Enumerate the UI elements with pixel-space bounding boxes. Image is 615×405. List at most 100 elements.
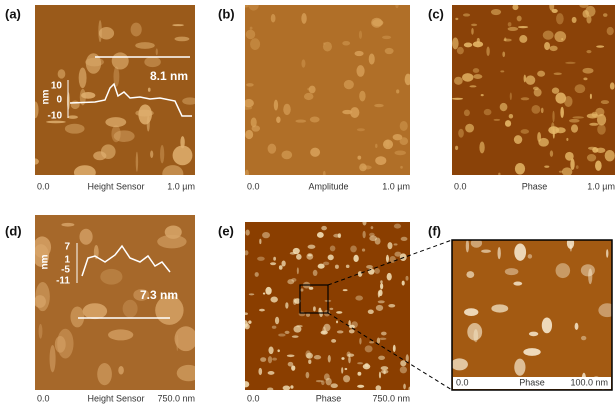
texture-blob	[354, 50, 364, 57]
texture-blob	[483, 108, 492, 116]
panel-label: (d)	[5, 223, 22, 238]
texture-blob	[359, 337, 362, 345]
texture-blob	[379, 337, 387, 341]
texture-blob	[273, 99, 279, 111]
texture-blob	[393, 243, 398, 246]
texture-blob	[551, 8, 558, 14]
texture-blob	[525, 75, 536, 85]
texture-blob	[364, 362, 369, 368]
profile-unit: nm	[40, 254, 51, 269]
texture-blob	[290, 385, 294, 389]
texture-blob	[596, 114, 607, 126]
texture-blob	[345, 264, 350, 269]
texture-blob	[291, 365, 296, 371]
texture-blob	[473, 74, 483, 79]
texture-blob	[274, 316, 280, 325]
texture-blob	[392, 344, 396, 353]
texture-blob	[377, 290, 381, 298]
texture-blob	[378, 371, 382, 379]
texture-blob	[490, 8, 502, 16]
texture-blob	[174, 36, 190, 42]
texture-blob	[73, 165, 96, 175]
texture-blob	[111, 125, 121, 143]
texture-blob	[281, 260, 286, 267]
texture-blob	[467, 323, 483, 341]
texture-blob	[321, 380, 325, 386]
texture-blob	[162, 165, 184, 175]
texture-blob	[282, 385, 291, 390]
texture-blob	[400, 360, 407, 367]
texture-blob	[182, 97, 195, 105]
texture-blob	[259, 238, 262, 245]
texture-blob	[399, 120, 408, 131]
texture-blob	[580, 335, 587, 341]
texture-blob	[250, 117, 257, 128]
texture-blob	[296, 267, 299, 275]
texture-blob	[176, 364, 195, 382]
texture-blob	[276, 116, 281, 124]
texture-blob	[405, 275, 409, 281]
texture-blob	[180, 136, 185, 149]
texture-blob	[568, 118, 580, 123]
texture-blob	[380, 331, 387, 336]
texture-blob	[172, 24, 184, 27]
texture-blob	[570, 158, 575, 171]
texture-blob	[336, 311, 343, 314]
texture-blob	[344, 367, 348, 371]
texture-blob	[358, 30, 363, 39]
texture-blob	[370, 226, 374, 230]
scale-start: 0.0	[247, 393, 260, 403]
texture-blob	[251, 125, 261, 132]
texture-blob	[513, 281, 523, 286]
texture-blob	[100, 268, 123, 285]
texture-blob	[331, 339, 337, 343]
texture-blob	[362, 230, 366, 239]
texture-blob	[250, 38, 261, 50]
texture-blob	[499, 102, 508, 112]
texture-blob	[458, 128, 464, 138]
texture-blob	[359, 90, 366, 102]
panel-label: (a)	[5, 6, 21, 21]
texture-blob	[287, 279, 295, 285]
texture-blob	[597, 124, 606, 135]
texture-blob	[144, 56, 161, 68]
texture-blob	[295, 119, 307, 123]
texture-blob	[523, 348, 541, 356]
texture-blob	[375, 143, 378, 149]
texture-blob	[464, 308, 479, 317]
afm-image	[452, 5, 615, 175]
texture-blob	[556, 13, 564, 25]
texture-blob	[514, 162, 526, 175]
channel-label: Height Sensor	[87, 181, 144, 191]
texture-blob	[321, 225, 327, 231]
texture-blob	[248, 293, 255, 296]
texture-blob	[334, 264, 339, 269]
texture-blob	[549, 150, 554, 157]
texture-blob	[376, 337, 381, 344]
texture-blob	[336, 330, 344, 334]
texture-blob	[356, 65, 365, 77]
texture-blob	[399, 366, 408, 374]
texture-blob	[267, 356, 273, 364]
texture-blob	[93, 151, 107, 161]
texture-blob	[583, 77, 588, 81]
texture-blob	[561, 167, 573, 175]
texture-blob	[342, 40, 351, 46]
texture-blob	[537, 70, 546, 77]
profile-tick: 0	[56, 95, 62, 106]
channel-label: Phase	[519, 377, 545, 387]
texture-blob	[246, 83, 254, 87]
texture-blob	[361, 248, 366, 252]
texture-blob	[555, 127, 566, 134]
texture-blob	[353, 254, 359, 263]
texture-blob	[245, 169, 249, 175]
texture-blob	[349, 324, 355, 329]
texture-blob	[462, 13, 471, 17]
texture-blob	[509, 92, 512, 101]
texture-blob	[35, 281, 50, 312]
texture-blob	[564, 96, 573, 107]
texture-blob	[603, 13, 608, 17]
texture-blob	[588, 268, 593, 285]
texture-group	[245, 5, 410, 175]
texture-blob	[61, 222, 75, 227]
